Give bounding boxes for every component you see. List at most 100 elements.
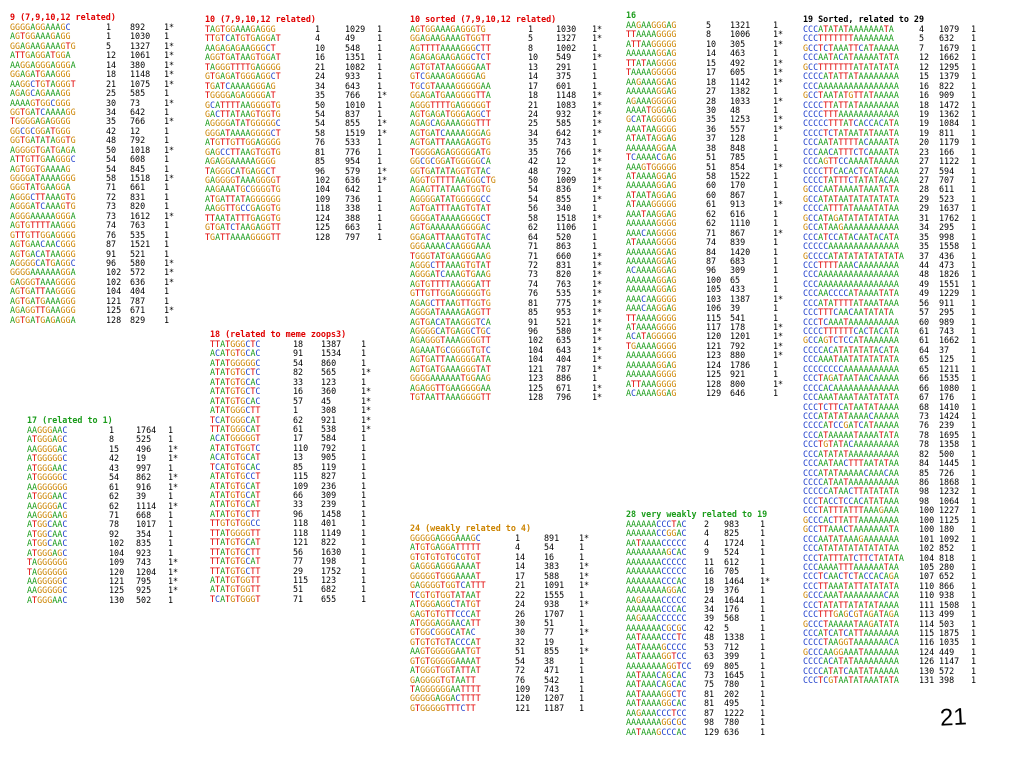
position: 21 [528,99,539,110]
table-row: ATGTGAGGATTTTT 4 54 1 [410,542,599,552]
position: 18 [704,575,715,586]
table-row: GCCCAATAAAATAAATATA 28 611 1 [803,184,989,195]
flag: 1 [168,547,174,558]
flag: 1 [377,137,383,148]
sequence: CCCAAAAAAAAAAAAAAAA [803,269,899,280]
table-row: AAAAAAAAGGAC 19 376 1 [626,585,778,595]
table-row: AATAAAACCCCC 4 1724 1 [626,538,778,548]
sequence: AGAGTTATAAGTGGTG [410,184,491,195]
sequence: ATGGGAGC [27,434,68,445]
table-row: CCCCATATTATAAAAAAAA 15 1379 1 [803,71,989,81]
count: 1868 [939,477,960,487]
position: 27 [919,156,930,167]
table-row: AGAGGTTGAAGGG 125 671 1* [10,305,184,316]
count: 780 [724,717,740,728]
sequence: AAAAAAACCCCC [626,556,687,567]
flag: 1* [773,38,784,49]
sequence: AAAAAAGGAG [626,274,677,285]
position: 50 [106,144,117,155]
position: 5 [706,20,712,30]
count: 766 [556,146,572,157]
flag: 1 [971,335,977,346]
position: 35 [706,114,717,125]
position: 15 [109,443,120,454]
sequence: GAGGGGTGGTCATTT [410,580,486,591]
table-row: AGTGTTTTAAGGG 74 763 1 [10,220,184,230]
count: 12 [556,156,567,167]
sequence: AGAGAGAAGAGGCTCT [410,52,491,63]
table-row: AAGGTTGCCGAGGTG 118 338 1 [205,203,397,213]
sequence: AAAATGGGAG [626,104,677,115]
position: 71 [528,241,539,252]
sequence: GAGGGGTAAAGGGGT [205,175,281,185]
sequence: CCCCTCTATAATATAAATA [803,127,899,138]
table-row: AGGGGATATGGGGGCC 54 855 1* [410,194,612,204]
flag: 1 [773,255,779,266]
table-title: 10 (7,9,10,12 related) [205,14,316,24]
flag: 1 [971,297,977,308]
table-row: AATAAAAGGCTC 81 202 1 [626,689,778,699]
position: 61 [706,199,717,210]
position: 2 [704,519,710,529]
count: 797 [345,231,361,242]
table-row: AGTGATCAAAAGGGAG 34 642 1* [410,128,612,138]
table-row: GCCATAGATATATATATAA 31 1762 1 [803,213,989,223]
flag: 1 [971,665,977,676]
flag: 1 [361,584,367,595]
flag: 1* [579,627,590,638]
flag: 1 [361,480,367,491]
count: 295 [939,222,955,233]
sequence: TAGTGGAAAGAGGG [205,24,276,34]
sequence: AGAGGTTGAAGGG [10,305,76,316]
position: 58 [528,212,539,223]
table-row: CCCATCCATACAATACATA 35 998 1 [803,232,989,242]
flag: 1 [773,246,779,257]
sequence: GCCTAATATGTTATAAAAA [803,90,899,101]
flag: 1* [592,156,603,167]
flag: 1 [377,146,383,157]
flag: 1 [971,392,977,403]
position: 118 [293,518,309,529]
table-row: TTATGGGGTT 118 1149 1 [210,527,381,538]
sequence: AGTGATGAAAGGGTAT [410,363,491,374]
position: 116 [919,637,935,648]
count: 983 [724,519,740,529]
sequence: CCCATATAAAAACAAACAA [803,467,899,478]
flag: 1 [971,259,977,270]
sequence: CCCCCTTTATCACCACATA [803,118,899,129]
flag: 1 [164,191,170,202]
sequence: ATGGGAGGAACATT [410,617,481,628]
flag: 1 [971,42,977,53]
count: 1338 [724,632,745,643]
position: 28 [919,184,930,195]
sequence: AAGGGGAC [27,443,68,454]
count: 611 [939,184,955,195]
table-row: GTTGTTGGAGGGG 76 535 1 [10,230,184,240]
sequence: CCCTTTGAGCGTAGATAGA [803,609,899,620]
count: 1204 [136,566,157,577]
count: 1029 [345,24,366,34]
sequence: TTATGGGGTT [210,527,261,538]
table-row: ATGGCAAC 78 1017 1 [27,519,188,529]
flag: 1 [971,175,977,185]
position: 35 [106,116,117,127]
flag: 1 [971,241,977,252]
table-row: CCCAATATTTTACAAAATA 20 1179 1 [803,137,989,147]
sequence: TGGGGAGAGGGGGATG [410,146,491,157]
sequence: GGAGATGAAGGGGTTA [410,90,491,101]
count: 1420 [730,246,751,257]
sequence: TTATGGGCTC [210,339,261,349]
table-row: AGTGATTAAGGGGATA 104 404 1* [410,354,612,364]
count: 1122 [939,156,960,167]
flag: 1 [773,189,779,200]
count: 1321 [730,20,751,30]
position: 5 [106,40,112,51]
sequence: AGTGATGAAAGGG [10,295,76,306]
count: 1555 [544,589,565,600]
sequence: AGTGACATAAGGGTCA [410,316,491,327]
count: 1018 [130,144,151,155]
sequence: CCCAATACATAAAAATATA [803,52,899,63]
count: 354 [136,528,152,539]
sequence: AGAGCAGAAAGG [10,88,71,99]
sequence: TAGGGGGG [27,557,68,568]
